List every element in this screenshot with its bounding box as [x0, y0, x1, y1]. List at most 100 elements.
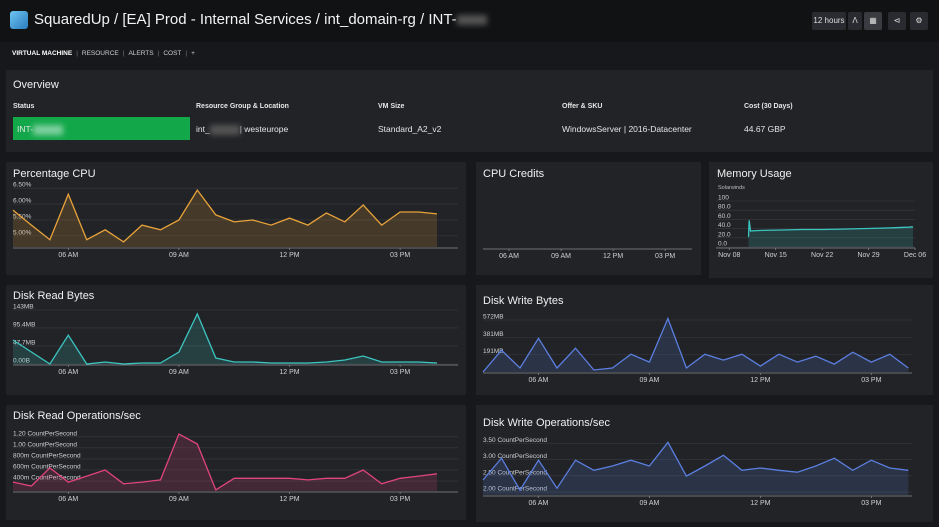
y-tick-label: 1.20 CountPerSecond	[13, 430, 77, 437]
title-text: SquaredUp / [EA] Prod - Internal Service…	[34, 11, 457, 28]
y-tick-label: 400m CountPerSecond	[13, 475, 81, 482]
x-tick-label: 03 PM	[861, 377, 881, 384]
x-tick-label: 09 AM	[639, 377, 659, 384]
line	[747, 220, 914, 237]
x-tick-label: 12 PM	[279, 252, 299, 259]
settings-button[interactable]: ⚙	[910, 12, 928, 30]
x-tick-label: 12 PM	[603, 253, 623, 260]
x-tick-label: 12 PM	[279, 496, 299, 503]
panel	[6, 405, 466, 520]
panel	[6, 162, 466, 275]
chart-title: Memory Usage	[717, 168, 792, 180]
y-tick-label: 47.7MB	[13, 339, 35, 346]
tab-separator: |	[122, 50, 125, 57]
tab[interactable]: ALERTS	[128, 50, 154, 57]
area	[13, 434, 437, 491]
tab[interactable]: +	[191, 50, 195, 57]
y-tick-label: 800m CountPerSecond	[13, 452, 81, 459]
y-tick-label: 6.50%	[13, 182, 32, 189]
redacted	[209, 124, 240, 135]
x-tick-label: 09 AM	[551, 253, 571, 260]
y-tick-label: 143MB	[13, 304, 34, 311]
line	[12, 312, 438, 365]
x-tick-label: 03 PM	[390, 252, 410, 259]
tab-separator: |	[157, 50, 160, 57]
line	[482, 441, 909, 492]
y-tick-label: 3.50 CountPerSecond	[483, 437, 547, 444]
logo	[10, 11, 28, 29]
value-text: Standard_A2_v2	[378, 124, 442, 134]
y-tick-label: 0.00B	[13, 358, 30, 365]
time-range: 12 hours	[813, 16, 845, 25]
tab-separator: |	[185, 50, 188, 57]
x-tick-label: 12 PM	[750, 500, 770, 507]
tab[interactable]: VIRTUAL MACHINE	[12, 50, 73, 57]
area	[13, 314, 437, 364]
overview-label: Offer & SKU	[562, 103, 603, 110]
x-tick-label: 09 AM	[169, 369, 189, 376]
redacted	[33, 124, 64, 135]
redacted	[456, 15, 487, 26]
value-text: WindowsServer | 2016-Datacenter	[562, 124, 692, 134]
overview-title: Overview	[13, 79, 59, 91]
x-tick-label: Nov 29	[857, 252, 879, 259]
overview-value: int_ | westeurope	[196, 124, 288, 135]
share-button[interactable]: ⊲	[888, 12, 906, 30]
panel	[476, 162, 701, 275]
x-tick-label: 06 AM	[499, 253, 519, 260]
x-tick-label: 09 AM	[639, 500, 659, 507]
x-tick-label: 09 AM	[169, 496, 189, 503]
panel	[6, 285, 466, 395]
y-tick-label: 191MB	[483, 348, 504, 355]
y-tick-label: 80.0	[718, 204, 731, 211]
y-tick-label: 3.00 CountPerSecond	[483, 453, 547, 460]
overview-value: 44.67 GBP	[744, 124, 786, 134]
x-tick-label: 06 AM	[58, 369, 78, 376]
share-view-button[interactable]: Λ	[848, 12, 862, 30]
y-tick-label: 381MB	[483, 331, 504, 338]
overview-value: INT-	[17, 124, 64, 135]
y-tick-label: 20.0	[718, 231, 731, 238]
y-tick-label: 100	[718, 195, 729, 202]
overview-value: Standard_A2_v2	[378, 124, 441, 134]
x-tick-label: 09 AM	[169, 252, 189, 259]
tab-separator: |	[76, 50, 78, 57]
chart-title: Disk Read Bytes	[13, 290, 95, 302]
export-button[interactable]: ▦	[864, 12, 882, 30]
chart-subtitle: Solarwinds	[718, 185, 745, 191]
x-tick-label: 03 PM	[861, 500, 881, 507]
time-range-button[interactable]: 12 hours	[812, 12, 846, 30]
header-bar: SquaredUp / [EA] Prod - Internal Service…	[0, 0, 939, 42]
tab-bar: VIRTUAL MACHINE | RESOURCE | ALERTS | COST | +	[12, 50, 199, 57]
x-tick-label: 03 PM	[390, 496, 410, 503]
panel	[476, 285, 933, 395]
area	[483, 442, 909, 495]
x-tick-label: 12 PM	[750, 377, 770, 384]
page-title: SquaredUp / [EA] Prod - Internal Service…	[34, 11, 487, 28]
chart-title: CPU Credits	[483, 168, 545, 180]
x-tick-label: 12 PM	[279, 369, 299, 376]
x-tick-label: 03 PM	[655, 253, 675, 260]
y-tick-label: 572MB	[483, 314, 504, 321]
value-text: int_	[196, 124, 210, 134]
y-tick-label: 2.00 CountPerSecond	[483, 486, 547, 493]
line	[12, 188, 438, 243]
panel	[476, 405, 933, 522]
x-tick-label: 03 PM	[390, 369, 410, 376]
y-tick-label: 1.00 CountPerSecond	[13, 441, 77, 448]
overview-label: Resource Group & Location	[196, 103, 289, 110]
y-tick-label: 600m CountPerSecond	[13, 463, 81, 470]
tab[interactable]: RESOURCE	[81, 50, 119, 57]
x-tick-label: 06 AM	[529, 377, 549, 384]
overview-label: Cost (30 Days)	[744, 103, 793, 110]
x-tick-label: Nov 15	[765, 252, 787, 259]
overview-value: WindowsServer | 2016-Datacenter	[562, 124, 692, 134]
chart-title: Disk Write Bytes	[483, 295, 564, 307]
value-suffix: | westeurope	[239, 124, 289, 134]
x-tick-label: Nov 08	[718, 252, 740, 259]
chart-title: Percentage CPU	[13, 168, 96, 180]
line	[12, 433, 438, 491]
tab[interactable]: COST	[163, 50, 182, 57]
